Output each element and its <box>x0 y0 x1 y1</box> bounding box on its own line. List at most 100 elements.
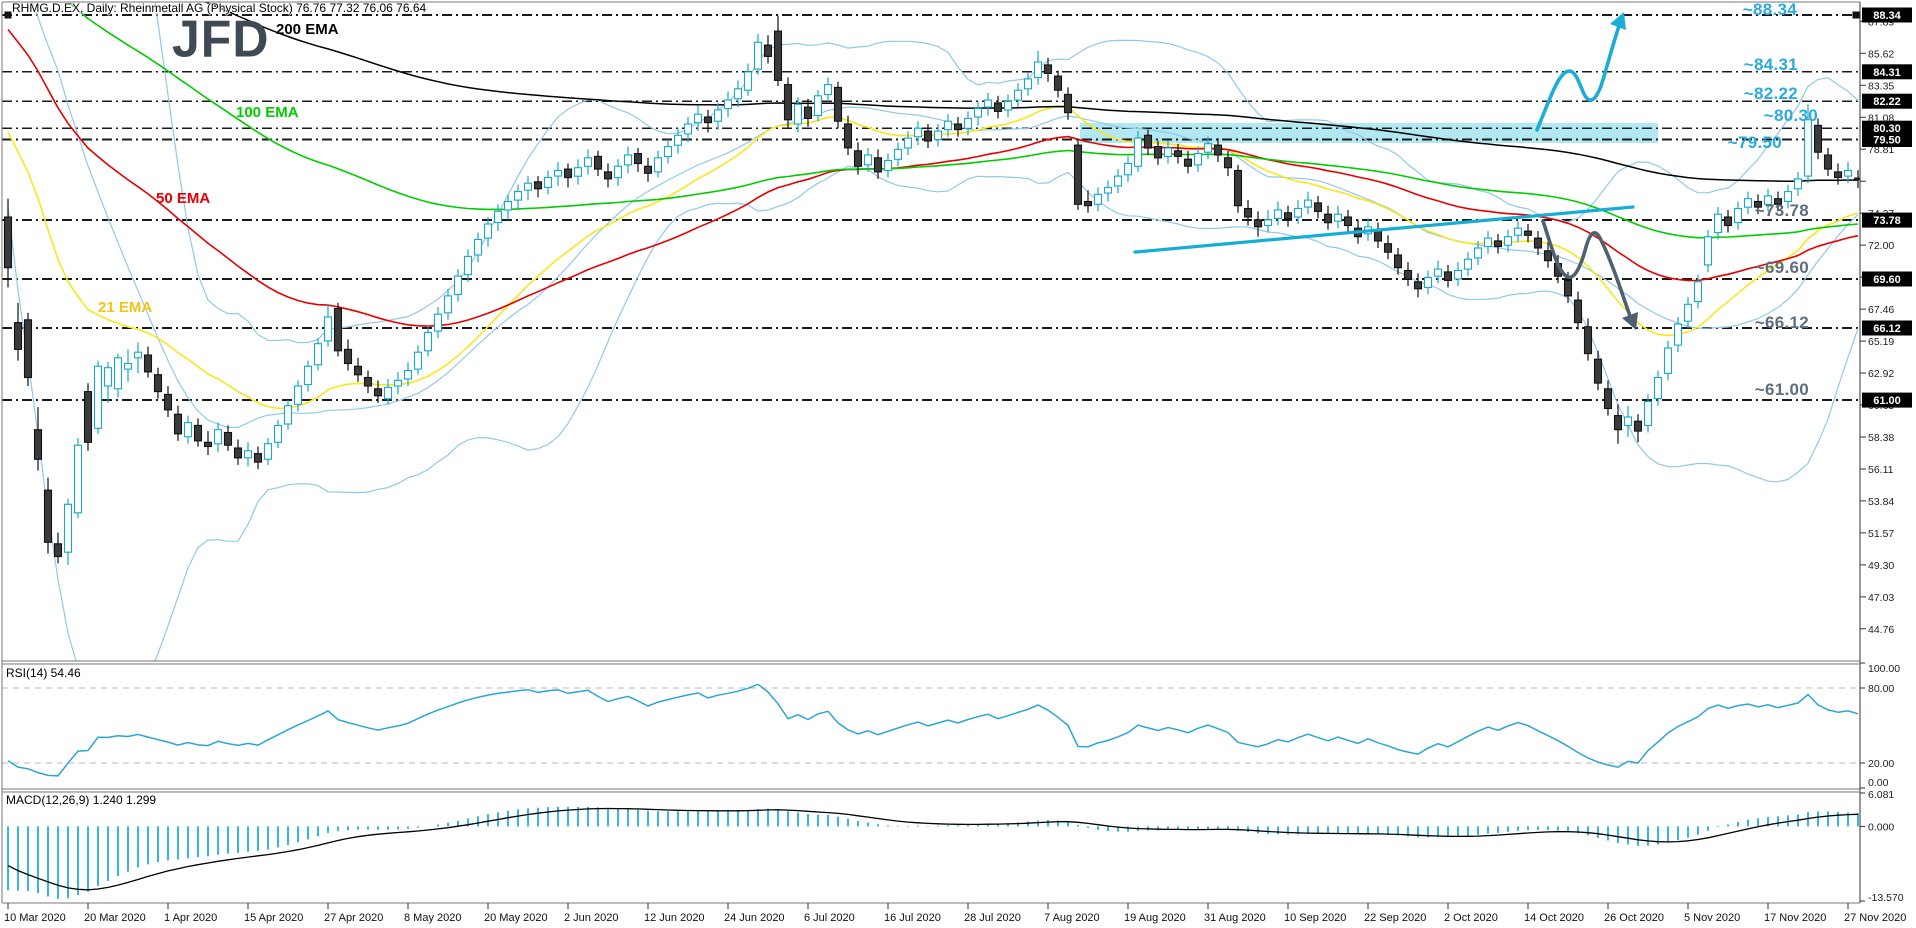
level-label-66.12[interactable]: ~66.12 <box>1754 313 1809 332</box>
bull-candle <box>93 365 103 429</box>
bollinger-lower-line <box>7 165 1859 661</box>
bull-candle <box>1683 303 1693 322</box>
level-label-69.60[interactable]: ~69.60 <box>1754 258 1809 277</box>
date-tick-label: 12 Jun 2020 <box>644 912 705 924</box>
bear-candle <box>1053 75 1063 91</box>
level-label-73.78[interactable]: ~73.78 <box>1754 201 1809 220</box>
bull-candle <box>523 182 533 191</box>
price-badge <box>1862 93 1912 109</box>
macd-tick-label: 6.081 <box>1868 789 1894 801</box>
bear-candle <box>873 157 883 173</box>
level-label-84.31[interactable]: ~84.31 <box>1743 55 1798 74</box>
date-tick-label: 31 Aug 2020 <box>1204 912 1266 924</box>
rsi-tick-label: 0.00 <box>1868 777 1889 789</box>
date-tick-label: 1 Apr 2020 <box>164 912 217 924</box>
bull-candle <box>573 167 583 177</box>
price-badge <box>1862 132 1912 147</box>
bull-candle <box>913 127 923 138</box>
bullish-projection-arrow[interactable] <box>1535 18 1623 132</box>
bear-candle <box>53 543 63 558</box>
bear-candle <box>1533 237 1543 249</box>
level-label-61.00[interactable]: ~61.00 <box>1754 380 1809 399</box>
bull-candle <box>423 331 433 352</box>
date-tick-label: 7 Aug 2020 <box>1044 912 1100 924</box>
price-badge-label: 88.34 <box>1873 10 1901 22</box>
bollinger-middle-line <box>31 2 1859 429</box>
axis-tick-label: 62.92 <box>1868 368 1894 380</box>
level-label-82.22[interactable]: ~82.22 <box>1743 84 1798 103</box>
level-label-88.34[interactable]: ~88.34 <box>1742 0 1797 19</box>
bull-candle <box>413 351 423 370</box>
bull-candle <box>933 130 943 141</box>
bear-candle <box>13 322 23 350</box>
bear-candle <box>1403 269 1413 280</box>
bull-candle <box>1803 119 1813 177</box>
ema-label-50-ema[interactable]: 50 EMA <box>156 190 211 207</box>
axis-tick-label: 51.57 <box>1868 528 1894 540</box>
level-lines-layer[interactable] <box>2 14 1860 402</box>
bear-candle <box>193 424 203 442</box>
ema-label-200-ema[interactable]: 200 EMA <box>276 21 339 38</box>
date-axis[interactable]: 10 Mar 2020 20 Mar 2020 1 Apr 2020 15 Apr 2… <box>4 903 1906 924</box>
bear-candle <box>143 354 153 373</box>
ema-label-21-ema[interactable]: 21 EMA <box>98 299 153 316</box>
pane-borders <box>1 1 1860 904</box>
axis-tick-label: 72.00 <box>1868 240 1894 252</box>
bull-candle <box>243 450 253 459</box>
rsi-tick-label: 20.00 <box>1868 758 1894 770</box>
bull-candle <box>103 367 113 387</box>
bear-candle <box>1593 358 1603 384</box>
bull-candle <box>1693 281 1703 303</box>
bull-candle <box>273 424 283 443</box>
price-badge-label: 69.60 <box>1873 274 1901 286</box>
bullish-projection-arrow-head[interactable] <box>1610 12 1626 30</box>
bull-candle <box>653 157 663 173</box>
bull-candle <box>1113 175 1123 187</box>
bear-candle <box>1343 216 1353 227</box>
date-tick-label: 22 Sep 2020 <box>1364 912 1426 924</box>
bear-candle <box>593 155 603 170</box>
date-tick-label: 15 Apr 2020 <box>244 912 303 924</box>
bear-candle <box>763 44 773 57</box>
price-axis[interactable]: 87.8985.6283.3581.0878.8174.2772.0069.73… <box>1859 2 1912 903</box>
line-selection-handle[interactable] <box>4 11 12 19</box>
date-tick-label: 8 May 2020 <box>404 912 461 924</box>
bear-candle <box>1223 157 1233 169</box>
bearish-projection-arrow-head[interactable] <box>1622 312 1638 330</box>
date-tick-label: 19 Aug 2020 <box>1124 912 1186 924</box>
chart-title: RHMG.D.EX, Daily: Rheinmetall AG (Physic… <box>12 1 427 15</box>
bearish-projection-arrow[interactable] <box>1541 219 1633 321</box>
bear-candle <box>783 84 793 121</box>
bull-candle <box>1303 199 1313 208</box>
bull-candle <box>1273 209 1283 219</box>
bull-candle <box>733 88 743 100</box>
line-selection-handle[interactable] <box>1852 11 1860 19</box>
bull-candle <box>1513 227 1523 236</box>
price-badge-label: 73.78 <box>1873 215 1901 227</box>
annotations-layer[interactable] <box>4 11 1860 331</box>
bull-candle <box>1843 169 1853 177</box>
bull-candle <box>823 84 833 96</box>
bear-candle <box>1413 281 1423 290</box>
bear-candle <box>43 489 53 543</box>
axis-tick-label: 53.84 <box>1868 496 1894 508</box>
axis-tick-label: 49.30 <box>1868 560 1894 572</box>
bear-candle <box>803 106 813 119</box>
bear-candle <box>1073 144 1083 205</box>
jfd-logo: JFD <box>172 9 270 69</box>
bear-candle <box>353 365 363 376</box>
support-trendline[interactable] <box>1133 205 1635 254</box>
bull-candle <box>1743 198 1753 208</box>
bear-candle <box>1823 154 1833 170</box>
bear-candle <box>643 165 653 174</box>
level-label-79.50[interactable]: ~79.50 <box>1727 133 1782 152</box>
ema-label-100-ema[interactable]: 100 EMA <box>236 104 299 121</box>
bear-candle <box>923 130 933 142</box>
bear-candle <box>773 30 783 81</box>
bear-candle <box>153 374 163 393</box>
bear-candle <box>1153 146 1163 159</box>
level-label-80.30[interactable]: ~80.30 <box>1763 106 1818 125</box>
macd-axis: 6.081 0.000 -13.570 <box>1860 789 1904 904</box>
bull-candle <box>1013 89 1023 101</box>
